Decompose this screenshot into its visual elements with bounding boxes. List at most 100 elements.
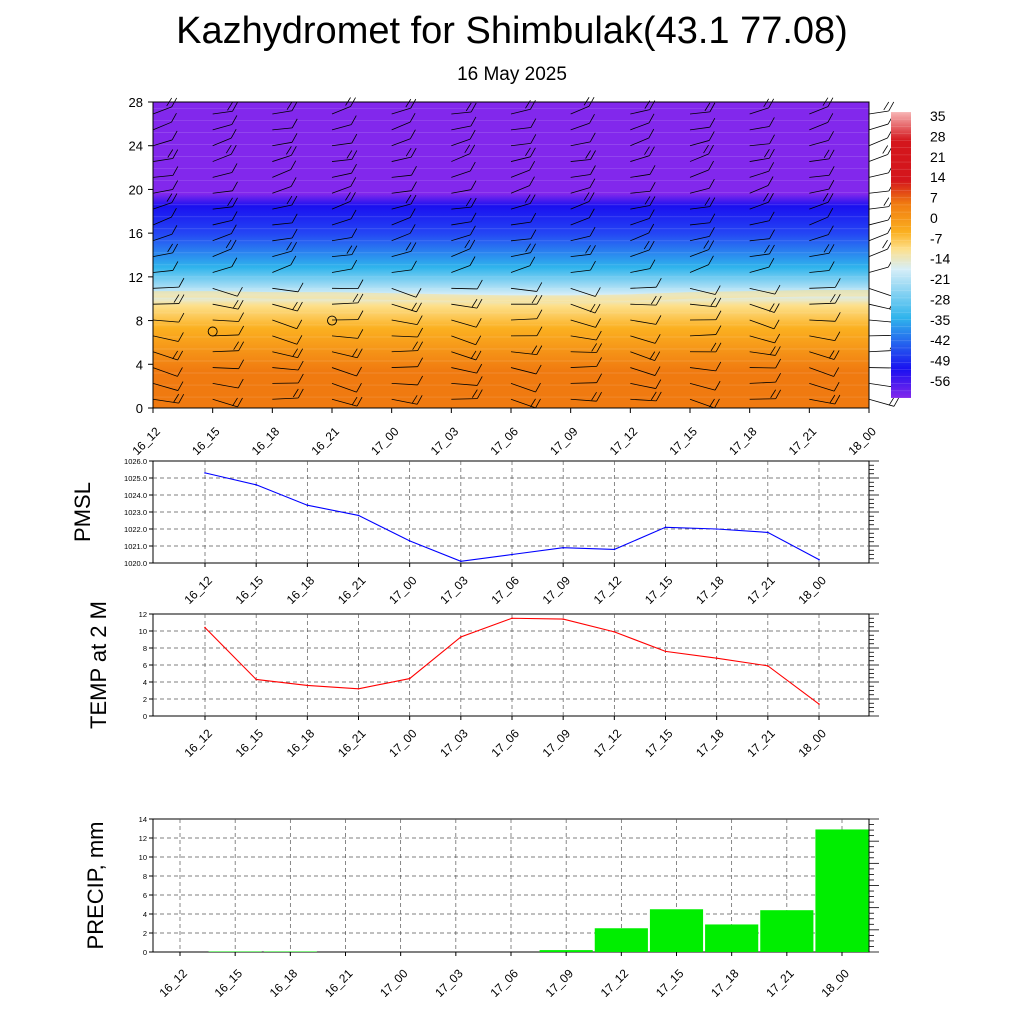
colorbar-label: -7 — [930, 230, 943, 246]
x-tick-label: 17_09 — [547, 424, 581, 458]
wind-barb — [152, 166, 179, 178]
wind-barb-feather — [291, 101, 298, 111]
wind-barb-feather — [470, 225, 476, 236]
wind-barb-feather — [530, 398, 536, 408]
wind-barb-feather — [232, 197, 238, 208]
wind-barb-feather — [596, 357, 602, 367]
wind-barb-staff — [272, 335, 298, 345]
wind-barb-feather — [828, 166, 835, 176]
wind-barb — [391, 357, 424, 368]
wind-barb-feather — [405, 147, 412, 157]
wind-barb-staff — [749, 398, 776, 400]
y-axis-title: TEMP at 2 M — [86, 601, 111, 729]
x-tick-label: 17_18 — [693, 726, 727, 760]
wind-barb-staff — [749, 220, 770, 226]
wind-barb — [510, 382, 541, 393]
x-tick-label: 17_12 — [591, 573, 625, 607]
wind-barb — [630, 113, 655, 131]
wind-barb-feather — [297, 373, 304, 384]
wind-barb — [868, 128, 893, 147]
wind-barb-feather — [531, 345, 538, 354]
wind-barb-staff — [570, 365, 597, 368]
wind-barb — [630, 240, 655, 258]
wind-barb-staff — [391, 217, 411, 226]
wind-barb — [152, 261, 179, 273]
wind-barb-feather — [655, 278, 662, 288]
wind-barb — [272, 282, 304, 293]
wind-barb-feather — [172, 166, 179, 176]
wind-barb-feather — [775, 358, 782, 369]
wind-barb-feather — [828, 244, 835, 254]
wind-barb-feather — [166, 193, 173, 202]
wind-barb-staff — [510, 108, 531, 115]
wind-barb-feather — [476, 298, 483, 309]
wind-barb-feather — [172, 261, 179, 271]
wind-barb-feather — [237, 378, 244, 389]
wind-barb — [868, 257, 894, 273]
wind-barb — [331, 177, 357, 194]
wind-barb-feather — [828, 149, 835, 160]
wind-barb-staff — [212, 233, 232, 242]
wind-barb-feather — [297, 301, 303, 312]
precip-bar — [760, 910, 814, 952]
wind-barb-staff — [391, 303, 417, 313]
wind-barb — [451, 335, 482, 346]
wind-barb-feather — [583, 192, 590, 201]
wind-barb — [451, 363, 483, 374]
wind-barb — [331, 279, 364, 290]
wind-barb — [630, 351, 661, 361]
wind-barb-feather — [525, 243, 531, 252]
wind-barb — [152, 149, 179, 162]
wind-barb-feather — [827, 113, 834, 123]
wind-barb-feather — [231, 211, 238, 221]
wind-barb — [391, 327, 423, 338]
wind-barb-feather — [654, 351, 661, 361]
wind-barb-feather — [178, 332, 184, 342]
wind-barb-staff — [689, 140, 710, 147]
wind-barb — [749, 162, 775, 178]
wind-barb-staff — [510, 127, 531, 131]
wind-barb — [630, 295, 662, 306]
wind-barb — [809, 261, 835, 273]
wind-barb — [391, 302, 422, 313]
wind-barb — [570, 208, 595, 226]
wind-barb — [391, 166, 417, 178]
x-tick-label: 17_09 — [540, 573, 574, 607]
wind-barb-feather — [768, 162, 775, 172]
wind-barb-staff — [630, 383, 656, 389]
wind-barb — [570, 303, 601, 314]
wind-barb-staff — [630, 173, 651, 178]
wind-barb-feather — [412, 341, 418, 350]
wind-barb — [749, 358, 782, 369]
wind-barb-feather — [296, 319, 303, 329]
wind-barb-staff — [391, 138, 411, 147]
wind-barb — [689, 398, 720, 409]
wind-barb-staff — [630, 367, 656, 376]
wind-barb — [152, 277, 185, 289]
wind-barb-feather — [769, 134, 775, 144]
wind-barb-feather — [167, 243, 173, 253]
wind-barb-staff — [809, 201, 829, 210]
wind-barb-staff — [451, 319, 477, 328]
wind-barb — [570, 330, 602, 341]
wind-barb — [212, 128, 237, 147]
wind-barb — [570, 192, 595, 210]
wind-barb-staff — [272, 169, 291, 178]
wind-barb-feather — [709, 227, 715, 237]
wind-barb-feather — [715, 342, 722, 353]
wind-barb-staff — [451, 206, 472, 210]
wind-barb — [510, 229, 537, 242]
wind-barb — [272, 301, 303, 312]
wind-barb-staff — [868, 206, 889, 210]
wind-barb — [391, 181, 417, 194]
wind-barb-staff — [451, 335, 476, 346]
colorbar-label: 35 — [930, 108, 946, 124]
wind-barb-staff — [868, 303, 895, 311]
wind-barb — [510, 212, 537, 226]
wind-barb-staff — [152, 106, 172, 115]
wind-barb-staff — [868, 233, 888, 242]
wind-barb-staff — [212, 367, 239, 370]
wind-barb-feather — [648, 240, 655, 251]
wind-barb — [212, 287, 243, 297]
wind-barb-feather — [589, 226, 596, 237]
